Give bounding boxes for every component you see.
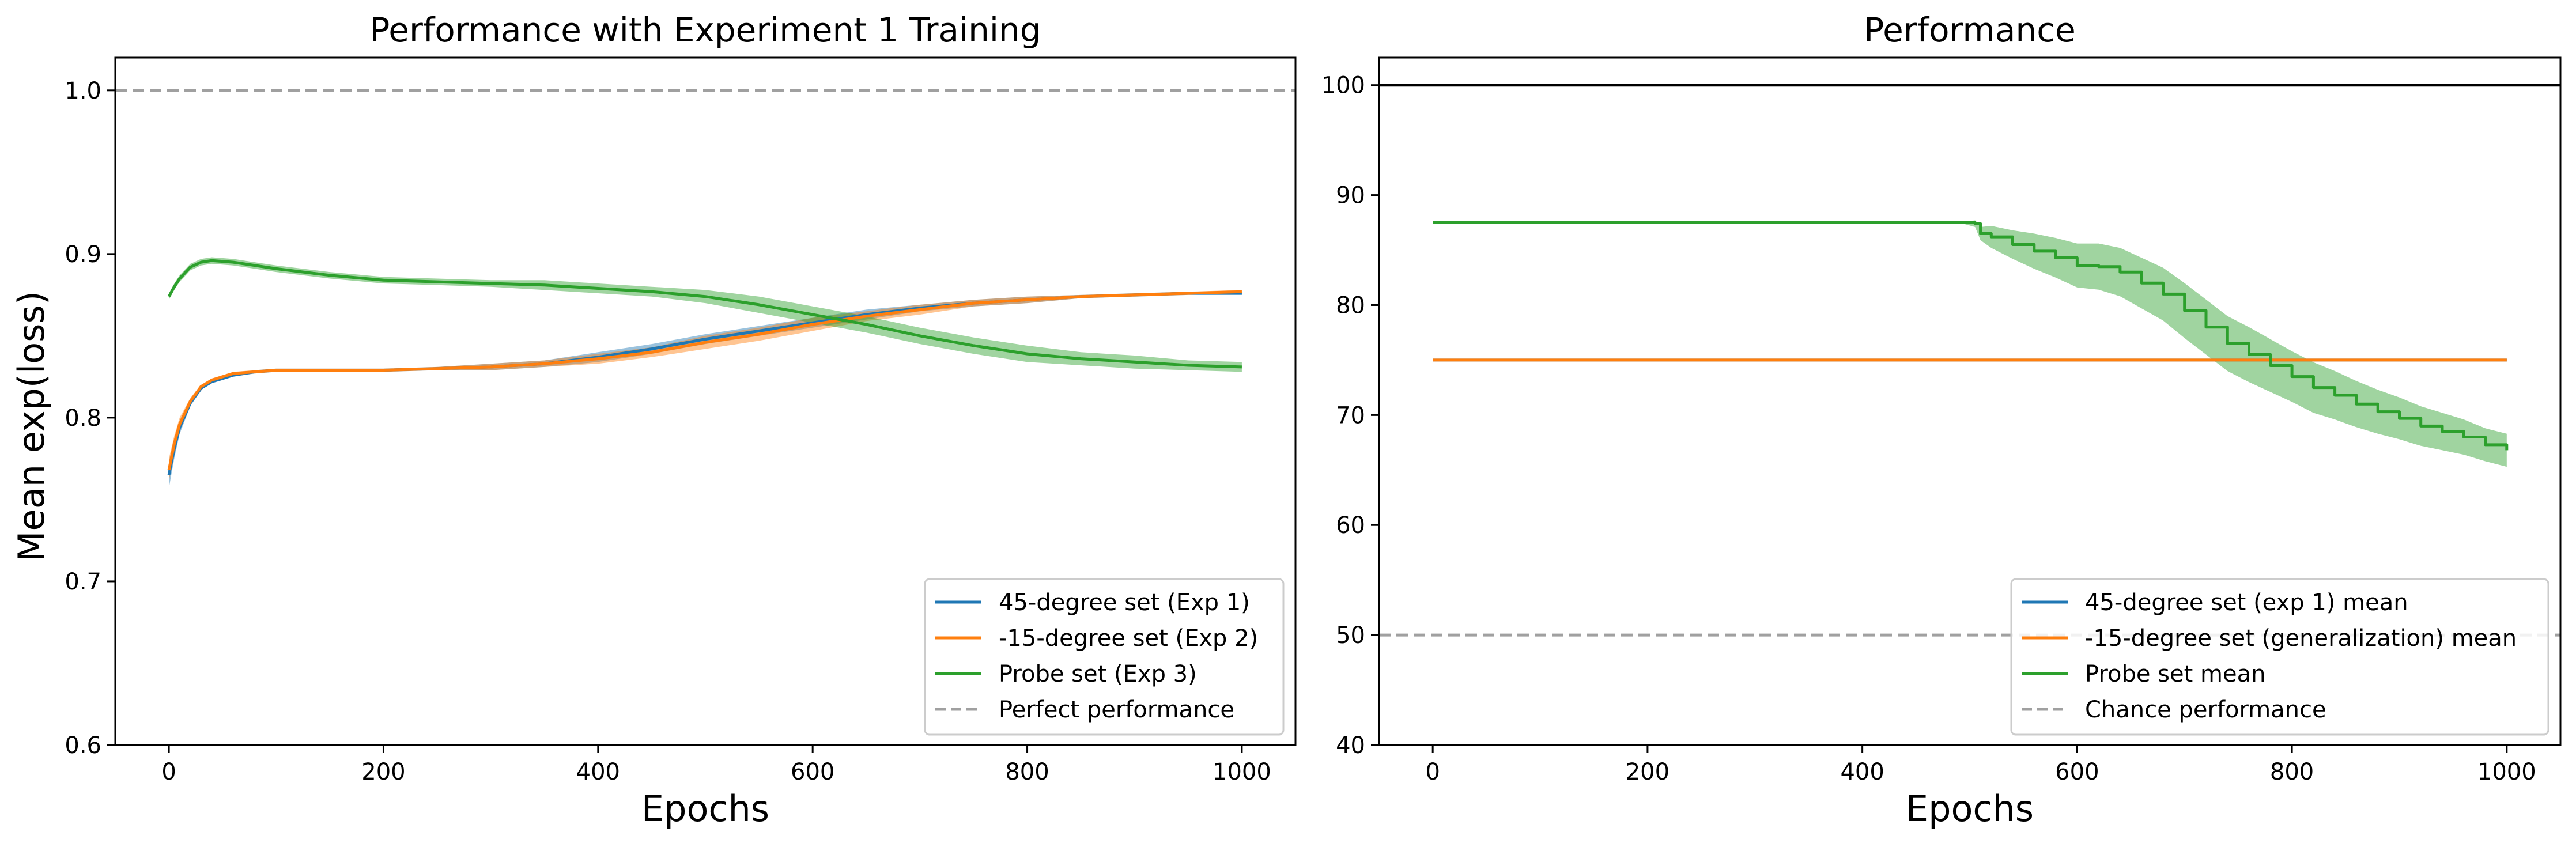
chart-right-series-2-line [1433, 221, 2509, 451]
chart-right-legend-label: Probe set mean [2085, 661, 2265, 687]
chart-right-y-ticks: 40 50 60 70 80 90 100 [1321, 73, 1379, 759]
chart-right-plot-area [1379, 84, 2560, 637]
chart-left-x-tick-label: 800 [1005, 759, 1049, 785]
chart-left-title: Performance with Experiment 1 Training [369, 10, 1041, 50]
chart-left-y-tick-label: 0.6 [65, 732, 101, 759]
chart-right-y-tick-label: 50 [1336, 622, 1365, 649]
chart-left-plot-area [115, 89, 1295, 488]
chart-left-x-tick-label: 200 [361, 759, 405, 785]
chart-left-legend-label: -15-degree set (Exp 2) [999, 625, 1258, 652]
chart-left-x-axis-label: Epochs [641, 788, 769, 830]
chart-left-y-ticks: 0.6 0.7 0.8 0.9 1.0 [65, 78, 115, 759]
chart-right: Performance 0 200 400 600 800 1000 40 50 60 70 80… [1321, 10, 2562, 830]
chart-left-y-tick-label: 1.0 [65, 78, 101, 104]
chart-right-legend-box [2010, 578, 2549, 736]
chart-left-legend-box [924, 578, 1285, 736]
chart-left-y-tick-label: 0.9 [65, 241, 101, 268]
chart-left-legend: 45-degree set (Exp 1) -15-degree set (Exp… [924, 578, 1285, 736]
chart-right-x-tick-label: 200 [1626, 759, 1670, 785]
chart-right-x-axis-label: Epochs [1906, 788, 2034, 830]
chart-right-legend-label: Chance performance [2085, 697, 2326, 723]
chart-right-y-tick-label: 70 [1336, 402, 1365, 429]
chart-right-y-tick-label: 60 [1336, 512, 1365, 539]
chart-left-series-1-line [167, 290, 1242, 471]
chart-right-x-tick-label: 800 [2270, 759, 2314, 785]
chart-right-x-tick-label: 600 [2055, 759, 2099, 785]
chart-right-y-tick-label: 90 [1336, 183, 1365, 209]
chart-left-y-tick-label: 0.8 [65, 405, 101, 432]
chart-left-x-tick-label: 400 [576, 759, 620, 785]
chart-left-series-2-confidence-band [169, 257, 1242, 372]
chart-left-x-tick-label: 600 [791, 759, 834, 785]
chart-left-series-2-line [167, 259, 1242, 369]
chart-right-y-tick-label: 100 [1321, 73, 1365, 99]
chart-left-legend-label: Perfect performance [999, 697, 1234, 723]
chart-left-axes-frame [114, 56, 1297, 746]
chart-left-x-ticks: 0 200 400 600 800 1000 [161, 745, 1271, 785]
chart-left-y-axis-label: Mean exp(loss) [10, 291, 52, 562]
chart-left: Performance with Experiment 1 Training 0… [10, 10, 1297, 830]
chart-left-x-tick-label: 0 [161, 759, 176, 785]
chart-right-axes-frame [1378, 56, 2562, 746]
chart-right-x-tick-label: 0 [1425, 759, 1440, 785]
chart-right-y-tick-label: 80 [1336, 292, 1365, 319]
chart-right-y-tick-label: 40 [1336, 732, 1365, 759]
chart-right-x-ticks: 0 200 400 600 800 1000 [1425, 745, 2536, 785]
chart-left-legend-label: Probe set (Exp 3) [999, 661, 1197, 687]
chart-right-legend-label: -15-degree set (generalization) mean [2085, 625, 2517, 652]
chart-left-x-tick-label: 1000 [1213, 759, 1271, 785]
chart-left-y-tick-label: 0.7 [65, 569, 101, 595]
chart-right-legend-label: 45-degree set (exp 1) mean [2085, 589, 2408, 616]
chart-right-legend: 45-degree set (exp 1) mean -15-degree set… [2010, 578, 2549, 736]
chart-right-x-tick-label: 400 [1840, 759, 1884, 785]
chart-left-legend-label: 45-degree set (Exp 1) [999, 589, 1250, 616]
chart-right-title: Performance [1864, 10, 2076, 50]
chart-right-x-tick-label: 1000 [2477, 759, 2536, 785]
